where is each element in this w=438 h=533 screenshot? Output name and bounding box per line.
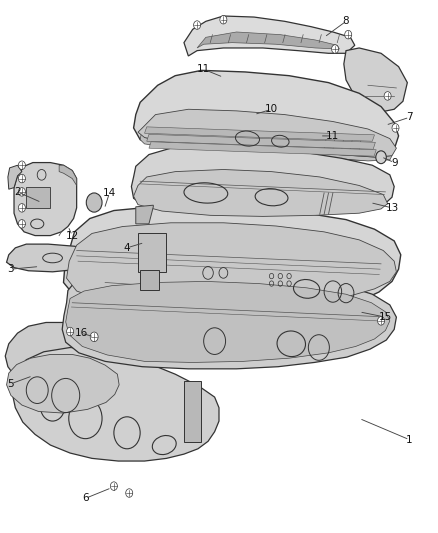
Text: 13: 13 bbox=[385, 203, 399, 213]
Polygon shape bbox=[184, 16, 355, 56]
Circle shape bbox=[18, 161, 25, 169]
Text: 6: 6 bbox=[82, 494, 89, 503]
Circle shape bbox=[18, 188, 25, 196]
Polygon shape bbox=[7, 354, 119, 413]
Polygon shape bbox=[145, 127, 374, 141]
Circle shape bbox=[220, 15, 227, 24]
Polygon shape bbox=[147, 134, 375, 149]
Polygon shape bbox=[149, 142, 376, 156]
Bar bbox=[184, 381, 201, 442]
Text: 5: 5 bbox=[7, 379, 14, 389]
Circle shape bbox=[86, 193, 102, 212]
Polygon shape bbox=[134, 70, 399, 160]
Circle shape bbox=[378, 317, 385, 325]
Polygon shape bbox=[66, 281, 390, 362]
Polygon shape bbox=[344, 48, 407, 112]
Text: 12: 12 bbox=[66, 231, 79, 240]
Polygon shape bbox=[134, 169, 388, 216]
Text: 2: 2 bbox=[14, 187, 21, 197]
Polygon shape bbox=[12, 348, 219, 461]
Text: 10: 10 bbox=[265, 104, 278, 114]
Circle shape bbox=[18, 204, 25, 212]
Polygon shape bbox=[140, 128, 392, 161]
Polygon shape bbox=[197, 32, 339, 49]
Text: 8: 8 bbox=[343, 17, 350, 26]
Polygon shape bbox=[7, 244, 99, 272]
Text: 4: 4 bbox=[124, 243, 131, 253]
Circle shape bbox=[90, 332, 98, 342]
Circle shape bbox=[332, 45, 339, 53]
Circle shape bbox=[384, 92, 391, 100]
Text: 14: 14 bbox=[103, 188, 116, 198]
Circle shape bbox=[126, 489, 133, 497]
Text: 16: 16 bbox=[74, 328, 88, 338]
Polygon shape bbox=[8, 165, 22, 189]
Bar bbox=[138, 233, 166, 272]
Bar bbox=[140, 270, 159, 290]
Polygon shape bbox=[131, 145, 394, 215]
Circle shape bbox=[18, 174, 25, 183]
Circle shape bbox=[392, 124, 399, 132]
Polygon shape bbox=[59, 165, 77, 185]
Circle shape bbox=[194, 21, 201, 29]
Polygon shape bbox=[136, 205, 153, 224]
Text: 15: 15 bbox=[379, 312, 392, 322]
Text: 11: 11 bbox=[197, 64, 210, 74]
Text: 9: 9 bbox=[391, 158, 398, 167]
Circle shape bbox=[67, 327, 74, 336]
Circle shape bbox=[110, 482, 117, 490]
Circle shape bbox=[345, 30, 352, 39]
Bar bbox=[26, 187, 50, 208]
Polygon shape bbox=[138, 109, 396, 157]
Polygon shape bbox=[5, 322, 115, 390]
Polygon shape bbox=[67, 223, 396, 309]
Polygon shape bbox=[64, 207, 401, 317]
Text: 11: 11 bbox=[326, 131, 339, 141]
Text: 7: 7 bbox=[406, 112, 413, 122]
Polygon shape bbox=[14, 163, 77, 236]
Circle shape bbox=[376, 151, 386, 164]
Text: 3: 3 bbox=[7, 264, 14, 274]
Polygon shape bbox=[62, 271, 396, 369]
Circle shape bbox=[18, 220, 25, 228]
Text: 1: 1 bbox=[406, 435, 413, 445]
